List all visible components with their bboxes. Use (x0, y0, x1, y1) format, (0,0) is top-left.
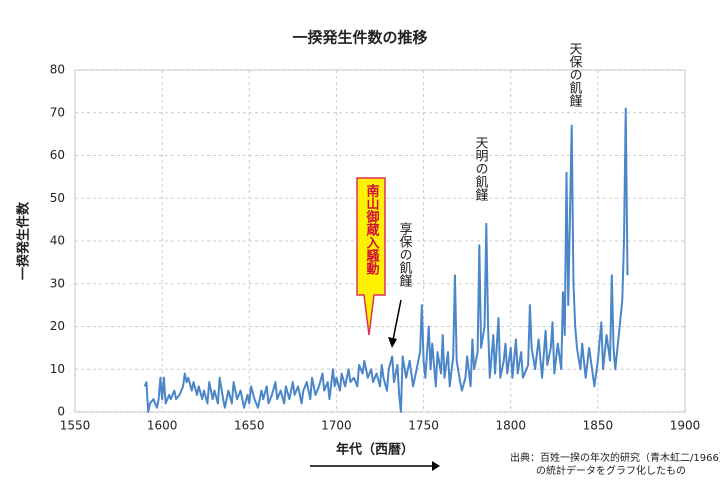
source: の統計データをグラフ化したもの (536, 464, 686, 477)
y-tick-label: 30 (50, 276, 65, 290)
source: 出典：百姓一揆の年次的研究（青木虹二/1966） (510, 451, 720, 464)
x-tick-label: 1750 (408, 419, 439, 433)
data-line (143, 107, 629, 413)
annotation-arrow (392, 299, 402, 341)
x-tick-label: 1850 (583, 419, 614, 433)
x-arrow-head (432, 461, 440, 471)
annotation: 天明の飢饉 (473, 136, 489, 201)
y-axis-label: 一揆発生件数 (16, 201, 32, 280)
y-tick-label: 60 (50, 148, 65, 162)
x-tick-label: 1550 (60, 419, 91, 433)
y-tick-label: 0 (57, 405, 65, 419)
y-tick-label: 40 (50, 234, 65, 248)
x-tick-label: 1600 (147, 419, 178, 433)
x-tick-label: 1900 (670, 419, 701, 433)
x-axis-label: 年代（西暦） (336, 442, 414, 458)
x-tick-label: 1700 (321, 419, 352, 433)
annotation-arrow-head (388, 337, 397, 348)
annotation: 天保の飢饉 (567, 42, 583, 107)
annotation: 享保の飢饉 (397, 221, 413, 287)
y-tick-label: 10 (50, 362, 65, 376)
y-tick-label: 80 (50, 63, 65, 77)
y-tick-label: 20 (50, 319, 65, 333)
x-tick-label: 1650 (234, 419, 265, 433)
annotation: 南山御蔵入騒動 (364, 183, 381, 276)
chart-title: 一揆発生件数の推移 (292, 29, 427, 47)
y-tick-label: 70 (50, 105, 65, 119)
y-tick-label: 50 (50, 191, 65, 205)
callout-box (356, 177, 386, 336)
x-tick-label: 1800 (495, 419, 526, 433)
